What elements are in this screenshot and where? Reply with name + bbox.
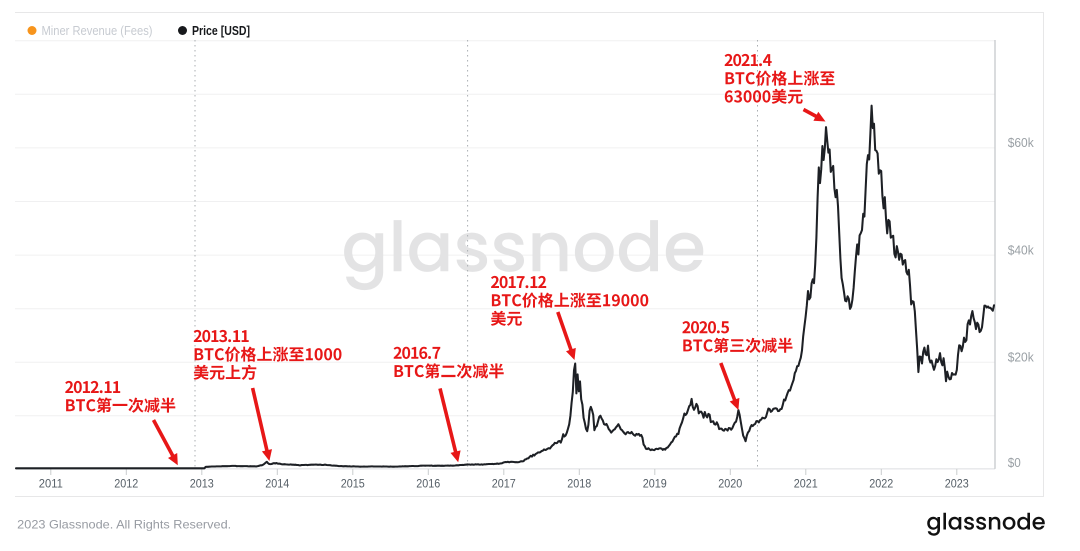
svg-text:2012: 2012 [114, 476, 138, 490]
svg-text:2015: 2015 [341, 476, 365, 490]
svg-text:2013: 2013 [190, 476, 214, 490]
svg-text:2021: 2021 [794, 476, 818, 490]
svg-text:2014: 2014 [265, 476, 289, 490]
svg-text:2017: 2017 [492, 476, 516, 490]
svg-text:2016: 2016 [416, 476, 440, 490]
svg-text:$60k: $60k [1008, 135, 1035, 150]
svg-text:$0: $0 [1008, 455, 1021, 470]
svg-text:Miner Revenue (Fees): Miner Revenue (Fees) [42, 23, 153, 38]
svg-text:2019: 2019 [643, 476, 667, 490]
svg-text:2022: 2022 [869, 476, 893, 490]
svg-text:Price [USD]: Price [USD] [192, 23, 250, 38]
svg-text:2011: 2011 [39, 476, 63, 490]
svg-text:$20k: $20k [1008, 349, 1035, 364]
svg-text:2023: 2023 [945, 476, 969, 490]
svg-text:2020: 2020 [718, 476, 742, 490]
svg-text:2018: 2018 [567, 476, 591, 490]
svg-text:2023 Glassnode. All Rights Res: 2023 Glassnode. All Rights Reserved. [17, 518, 231, 532]
svg-text:$40k: $40k [1008, 242, 1035, 257]
